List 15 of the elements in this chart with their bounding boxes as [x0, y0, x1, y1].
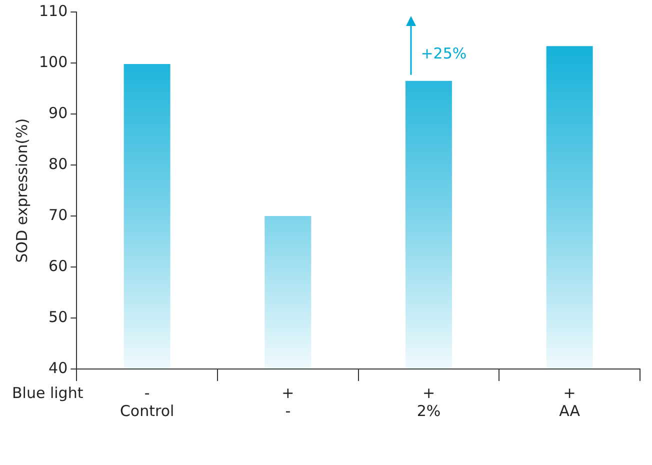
- x-tick-label: + 2%: [416, 384, 441, 420]
- x-tick-label: + -: [282, 384, 294, 420]
- y-tick-label: 70: [48, 206, 68, 224]
- annotation: +25%: [420, 44, 467, 62]
- y-tick-label: 60: [48, 256, 68, 275]
- y-tick-label: 90: [48, 104, 68, 122]
- y-tick-label: 50: [48, 308, 68, 326]
- y-tick-label: 110: [38, 2, 68, 20]
- y-tick-label: 80: [48, 154, 68, 173]
- text: Blue light: [12, 384, 84, 402]
- y-tick-label: 40: [48, 358, 68, 377]
- y-axis-title: SOD expression(%): [12, 118, 31, 263]
- x-tick-label: - Control: [120, 384, 174, 420]
- x-tick-label: + AA: [559, 384, 581, 420]
- y-tick-label: 100: [38, 52, 68, 71]
